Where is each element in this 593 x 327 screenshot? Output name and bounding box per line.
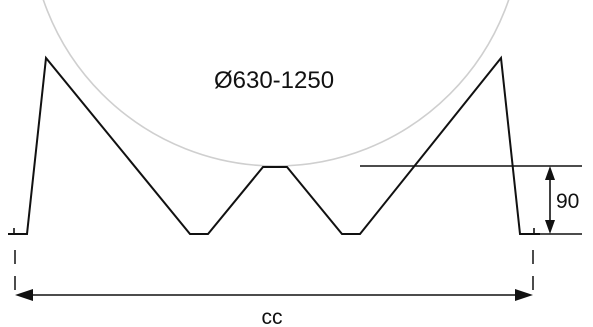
pipe-diameter-label: Ø630-1250 — [214, 67, 334, 94]
support-profile — [8, 55, 540, 235]
height-dimension-label: 90 — [556, 190, 579, 213]
height-arrow-bottom — [545, 220, 555, 234]
width-dimension-label: cc — [262, 306, 283, 327]
width-arrow-right — [515, 289, 533, 301]
width-arrow-left — [15, 289, 33, 301]
height-arrow-top — [545, 166, 555, 180]
